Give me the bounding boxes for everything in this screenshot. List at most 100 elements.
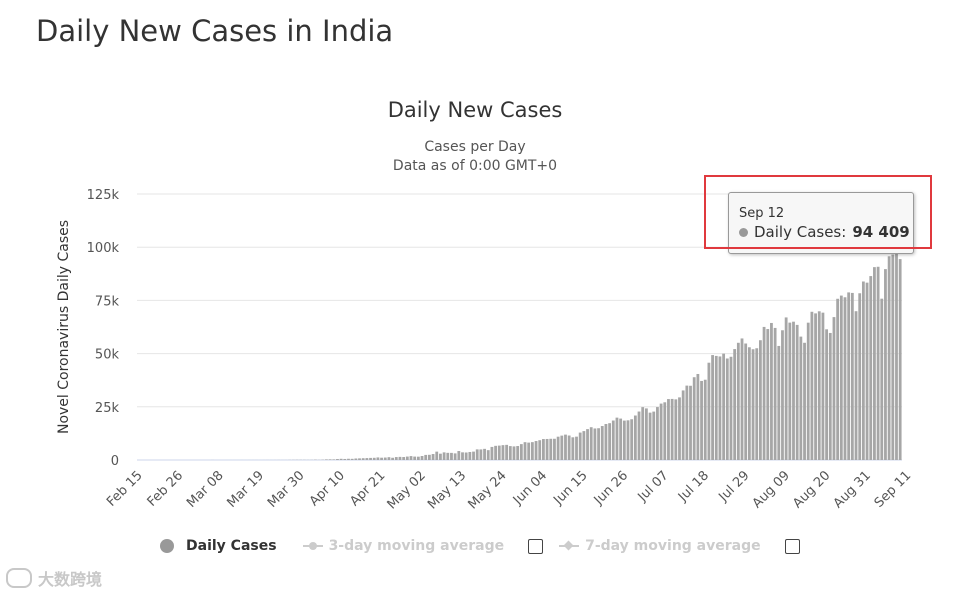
bar[interactable] xyxy=(611,420,615,460)
bar[interactable] xyxy=(593,428,597,460)
bar[interactable] xyxy=(839,295,843,460)
bar[interactable] xyxy=(707,362,711,460)
bar[interactable] xyxy=(828,332,832,460)
bar[interactable] xyxy=(376,457,380,460)
bar[interactable] xyxy=(832,317,836,460)
bar[interactable] xyxy=(420,456,424,460)
bar[interactable] xyxy=(861,281,865,461)
bar[interactable] xyxy=(427,454,431,460)
bar[interactable] xyxy=(354,458,358,461)
bar[interactable] xyxy=(806,322,810,460)
bar[interactable] xyxy=(884,269,887,460)
bar[interactable] xyxy=(556,436,560,460)
bar[interactable] xyxy=(457,451,461,460)
checkbox-3-day-average[interactable] xyxy=(528,538,544,554)
bar[interactable] xyxy=(545,438,549,460)
bar[interactable] xyxy=(656,407,659,460)
bar[interactable] xyxy=(604,423,608,460)
bar[interactable] xyxy=(652,411,656,460)
bar[interactable] xyxy=(538,440,542,460)
bar[interactable] xyxy=(527,442,531,460)
bar[interactable] xyxy=(711,355,714,460)
bar[interactable] xyxy=(641,407,645,460)
bar[interactable] xyxy=(442,452,446,460)
checkbox-7-day-average[interactable] xyxy=(784,538,800,554)
bar[interactable] xyxy=(836,298,840,460)
bar[interactable] xyxy=(755,348,759,460)
bar[interactable] xyxy=(516,446,520,460)
bar[interactable] xyxy=(439,453,442,460)
bar[interactable] xyxy=(762,326,766,460)
bar[interactable] xyxy=(781,330,784,460)
bar[interactable] xyxy=(821,312,825,460)
bar[interactable] xyxy=(347,458,350,460)
bar[interactable] xyxy=(600,426,604,460)
bar[interactable] xyxy=(486,450,490,460)
bar[interactable] xyxy=(854,311,858,460)
bar[interactable] xyxy=(759,340,762,460)
bar[interactable] xyxy=(770,322,773,460)
bar[interactable] xyxy=(560,435,564,460)
bar[interactable] xyxy=(747,347,751,460)
bar[interactable] xyxy=(648,412,652,460)
bar[interactable] xyxy=(670,398,674,460)
legend-item-3-day-average[interactable]: 3-day moving average xyxy=(302,538,504,554)
bar[interactable] xyxy=(387,457,391,460)
bar[interactable] xyxy=(843,297,847,460)
bar[interactable] xyxy=(391,457,395,460)
bar[interactable] xyxy=(865,282,869,460)
bar[interactable] xyxy=(534,441,538,460)
bar[interactable] xyxy=(703,379,707,460)
bar[interactable] xyxy=(637,411,641,460)
bar[interactable] xyxy=(461,452,464,460)
bar[interactable] xyxy=(744,343,748,460)
bar[interactable] xyxy=(365,458,369,460)
bar[interactable] xyxy=(873,267,876,460)
bar[interactable] xyxy=(887,256,891,460)
bar[interactable] xyxy=(553,438,556,460)
bar[interactable] xyxy=(729,356,733,460)
bar[interactable] xyxy=(332,459,336,460)
bar[interactable] xyxy=(394,457,398,460)
bar[interactable] xyxy=(891,254,895,460)
bar[interactable] xyxy=(416,456,420,460)
bar[interactable] xyxy=(674,399,678,460)
bar[interactable] xyxy=(479,449,483,460)
bar[interactable] xyxy=(582,431,586,460)
bar[interactable] xyxy=(714,355,718,460)
bar[interactable] xyxy=(523,442,527,460)
bar[interactable] xyxy=(567,435,571,460)
bar[interactable] xyxy=(435,451,439,460)
bar[interactable] xyxy=(336,459,339,460)
bar[interactable] xyxy=(803,342,806,460)
bar[interactable] xyxy=(530,442,534,460)
bar[interactable] xyxy=(788,322,792,460)
bar[interactable] xyxy=(608,423,612,460)
bar[interactable] xyxy=(898,259,902,460)
bar[interactable] xyxy=(659,403,663,460)
bar[interactable] xyxy=(505,444,509,460)
bar[interactable] xyxy=(817,311,821,460)
bar[interactable] xyxy=(681,390,685,460)
bar[interactable] xyxy=(766,329,770,460)
bar[interactable] xyxy=(895,252,898,460)
bar[interactable] xyxy=(619,418,623,460)
bar[interactable] xyxy=(450,452,453,460)
bar[interactable] xyxy=(696,373,700,460)
legend-item-daily-cases[interactable]: Daily Cases xyxy=(160,538,277,554)
bar[interactable] xyxy=(358,458,361,460)
bar[interactable] xyxy=(571,437,575,460)
bar[interactable] xyxy=(483,448,486,460)
bar[interactable] xyxy=(339,458,343,460)
bar[interactable] xyxy=(795,324,799,460)
bar[interactable] xyxy=(799,336,803,460)
bar[interactable] xyxy=(494,445,497,460)
bar[interactable] xyxy=(792,321,795,460)
bar[interactable] xyxy=(685,385,689,460)
bar[interactable] xyxy=(736,342,740,460)
bar[interactable] xyxy=(350,458,354,460)
bar[interactable] xyxy=(740,338,744,460)
bar[interactable] xyxy=(343,458,347,460)
bar[interactable] xyxy=(784,317,788,460)
bar[interactable] xyxy=(644,408,648,460)
